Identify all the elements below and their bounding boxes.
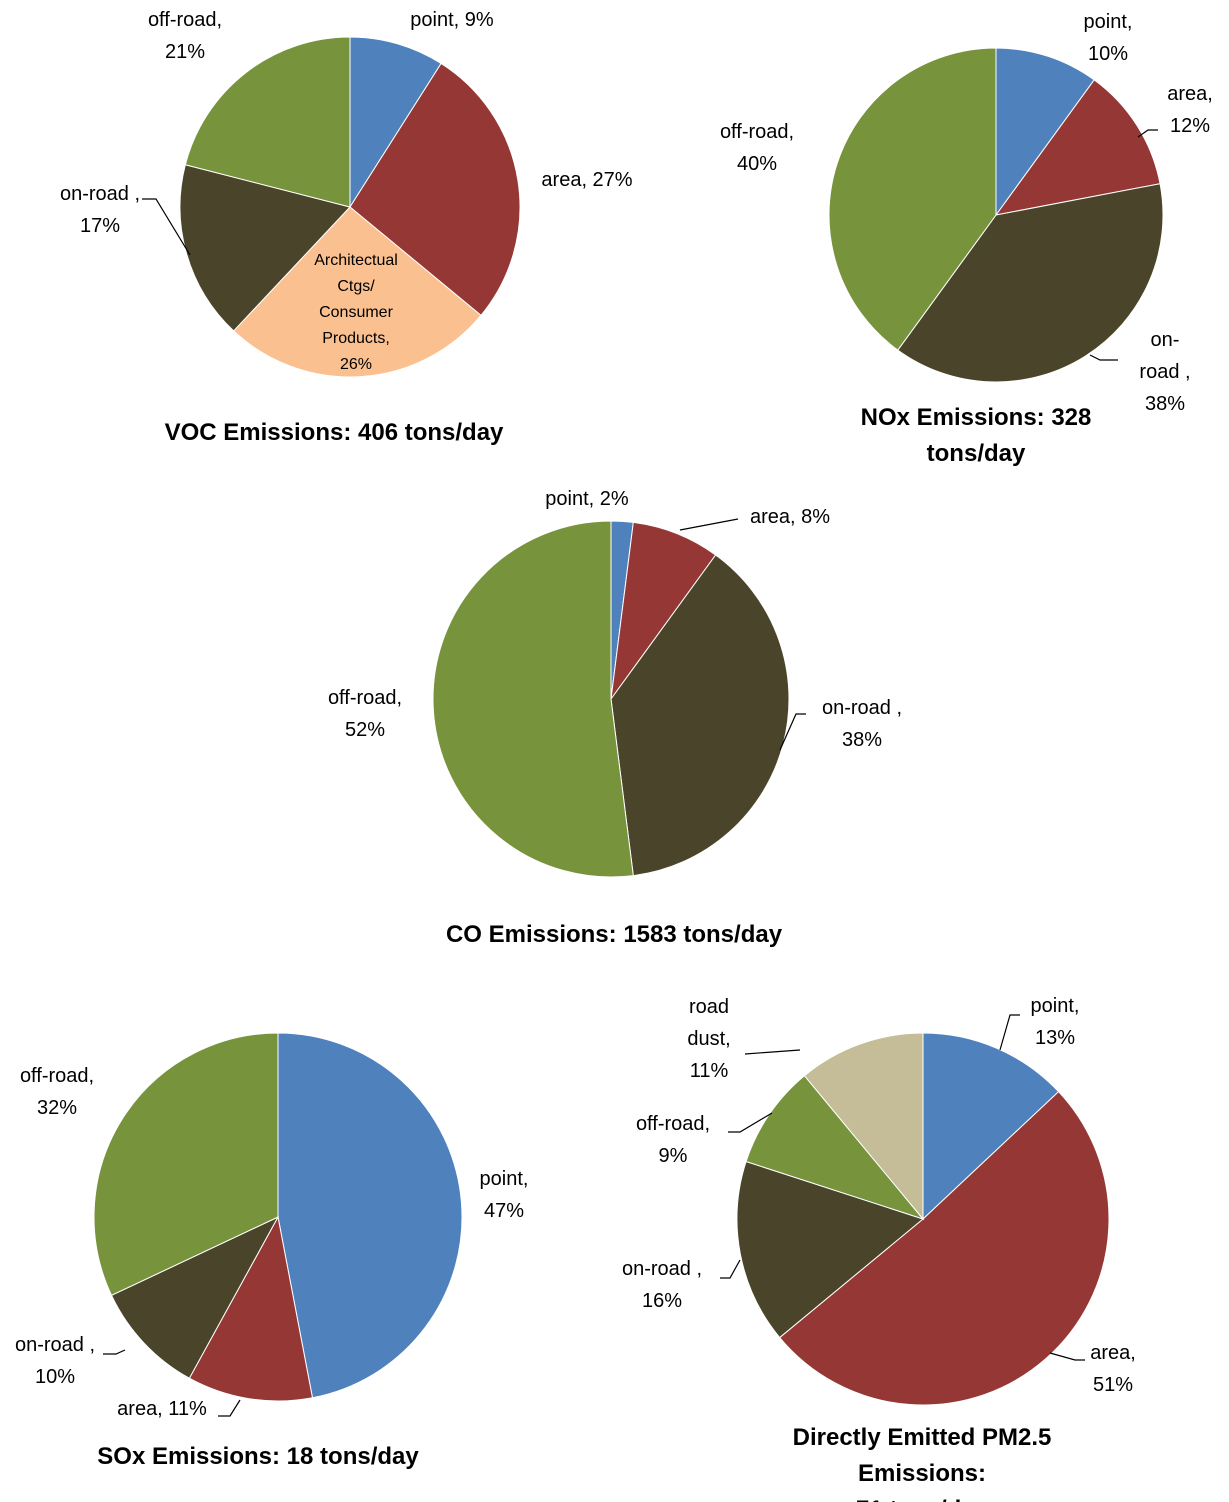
data-label: on-road , 16% — [621, 1258, 703, 1312]
pie-slice — [803, 1032, 924, 1221]
data-label: area, 12% — [1167, 83, 1213, 137]
pie-slice — [110, 1215, 280, 1379]
chart-title: VOC Emissions: 406 tons/day — [164, 419, 504, 446]
pie-slice — [188, 1215, 314, 1402]
leader-lines — [103, 129, 1158, 1417]
data-label: area, 8% — [749, 506, 831, 528]
chart-title: CO Emissions: 1583 tons/day — [445, 921, 783, 948]
data-label: off-road, 9% — [635, 1113, 711, 1167]
leader-line — [728, 1112, 773, 1133]
leader-line — [779, 713, 806, 751]
data-label: road dust, 11% — [687, 996, 731, 1082]
leader-line — [103, 1349, 126, 1355]
leader-line — [744, 1049, 801, 1055]
data-label: point, 2% — [545, 488, 629, 510]
data-label: point, 9% — [410, 9, 494, 31]
data-label: off-road, 32% — [19, 1065, 95, 1119]
data-label: point, 10% — [1083, 11, 1133, 65]
leader-line — [999, 1014, 1020, 1051]
data-label: off-road, 40% — [719, 121, 795, 175]
pie-slice — [179, 164, 351, 332]
data-label: point, 47% — [479, 1168, 529, 1222]
pie-slice — [995, 47, 1095, 217]
pie-slice — [184, 36, 351, 208]
data-label: on-road , 38% — [821, 697, 903, 751]
data-label: off-road, 21% — [147, 9, 223, 63]
pie-slice — [778, 1090, 1110, 1406]
pie-slice — [897, 183, 1164, 383]
pie-slice — [232, 206, 482, 378]
leader-line — [720, 1259, 741, 1279]
chart-title: NOx Emissions: 328 tons/day — [860, 404, 1092, 467]
data-label: area, 51% — [1090, 1342, 1136, 1396]
pie-slice — [277, 1032, 463, 1399]
chart-title: SOx Emissions: 18 tons/day — [97, 1443, 419, 1470]
leader-line — [142, 198, 191, 256]
pie-slice — [349, 36, 442, 209]
pie-slice — [610, 521, 717, 700]
data-label: on-road , 17% — [59, 183, 141, 237]
pie-slice — [736, 1160, 925, 1339]
data-label: off-road, 52% — [327, 687, 403, 741]
data-label: on-road , 10% — [14, 1334, 96, 1388]
data-label: on-road , 38% — [1139, 329, 1191, 415]
data-label: area, 11% — [117, 1398, 207, 1420]
pie-slice — [349, 62, 521, 317]
leader-line — [1049, 1352, 1085, 1361]
pie-slice — [432, 520, 634, 878]
leader-line — [1137, 129, 1158, 138]
data-label: Architectual Ctgs/ Consumer Products, 26… — [314, 252, 398, 373]
data-label: area, 27% — [541, 169, 633, 191]
pie-slice — [93, 1032, 279, 1297]
leader-line — [679, 518, 739, 531]
data-label: point, 13% — [1030, 995, 1080, 1049]
pie-slice — [994, 79, 1161, 216]
leader-line — [1089, 354, 1118, 361]
pie-slice — [828, 47, 997, 351]
leader-line — [218, 1399, 241, 1417]
chart-title: Directly Emitted PM2.5 Emissions: 71 ton… — [792, 1424, 1052, 1502]
pie-slice — [922, 1032, 1060, 1221]
